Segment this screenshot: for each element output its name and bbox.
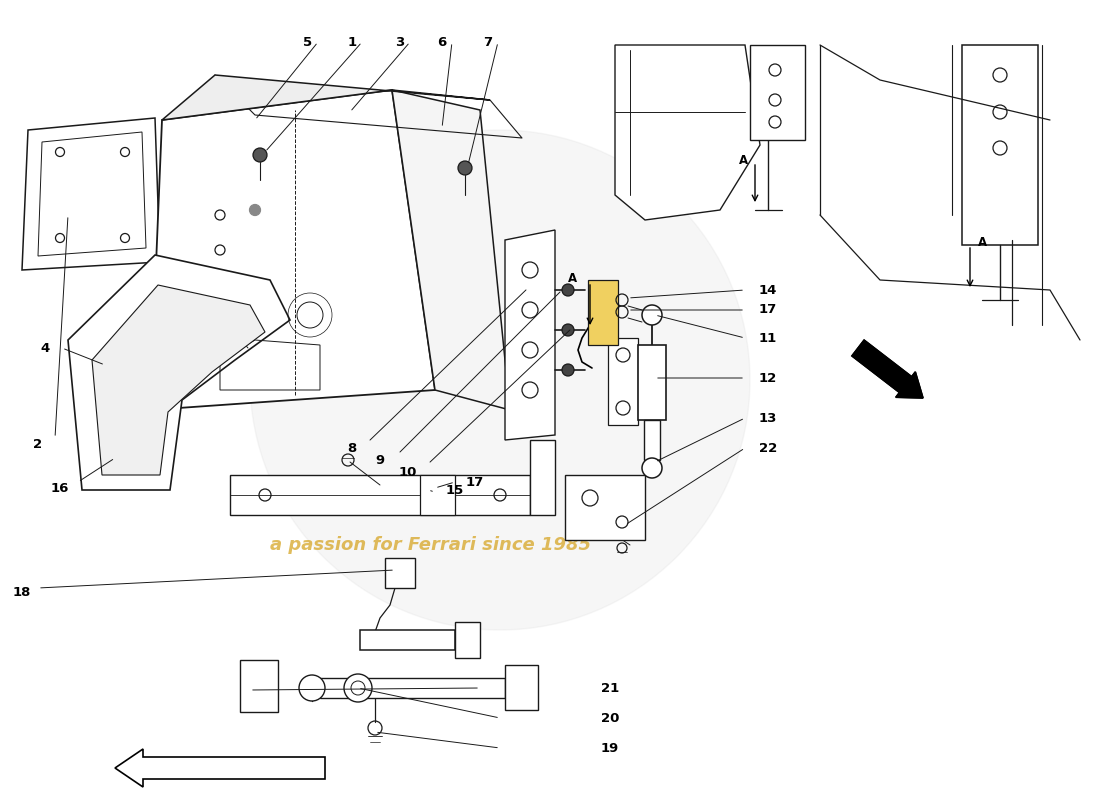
Polygon shape [615, 45, 760, 220]
Text: A: A [739, 154, 748, 166]
Circle shape [299, 675, 324, 701]
Polygon shape [320, 678, 505, 698]
Circle shape [344, 674, 372, 702]
Text: 4: 4 [41, 342, 50, 354]
Polygon shape [230, 475, 530, 515]
Circle shape [562, 284, 574, 296]
Text: 1: 1 [348, 35, 356, 49]
Text: 8: 8 [348, 442, 356, 454]
Polygon shape [565, 475, 645, 540]
Text: 19: 19 [601, 742, 619, 754]
Polygon shape [240, 660, 278, 712]
Text: 6: 6 [438, 35, 447, 49]
Text: 13: 13 [759, 411, 778, 425]
FancyArrow shape [851, 340, 923, 398]
Text: 2: 2 [33, 438, 43, 451]
Circle shape [562, 364, 574, 376]
Polygon shape [392, 90, 510, 410]
Text: 14: 14 [759, 283, 778, 297]
Text: 20: 20 [601, 711, 619, 725]
Circle shape [642, 458, 662, 478]
Polygon shape [455, 622, 480, 658]
Text: 12: 12 [759, 371, 777, 385]
Text: 17: 17 [466, 475, 484, 489]
Text: 17: 17 [759, 303, 777, 317]
Polygon shape [588, 280, 618, 345]
Polygon shape [360, 630, 455, 650]
Circle shape [642, 305, 662, 325]
Polygon shape [638, 345, 666, 420]
Polygon shape [162, 75, 490, 120]
Text: A: A [568, 271, 576, 285]
Polygon shape [150, 90, 435, 410]
Polygon shape [530, 440, 556, 515]
Text: 16: 16 [51, 482, 69, 494]
Text: 22: 22 [759, 442, 777, 454]
Text: 11: 11 [759, 331, 777, 345]
Text: 10: 10 [399, 466, 417, 478]
Polygon shape [608, 338, 638, 425]
Polygon shape [962, 45, 1038, 245]
Text: 18: 18 [13, 586, 31, 598]
Text: 7: 7 [483, 35, 493, 49]
Polygon shape [505, 665, 538, 710]
FancyArrow shape [116, 749, 324, 787]
Text: 21: 21 [601, 682, 619, 694]
FancyArrow shape [851, 340, 923, 398]
Polygon shape [505, 230, 556, 440]
Text: A: A [978, 235, 987, 249]
Circle shape [253, 148, 267, 162]
Polygon shape [750, 45, 805, 140]
Circle shape [458, 161, 472, 175]
Text: 3: 3 [395, 35, 405, 49]
Polygon shape [420, 475, 455, 515]
Polygon shape [385, 558, 415, 588]
Circle shape [562, 324, 574, 336]
Polygon shape [68, 255, 290, 490]
Polygon shape [22, 118, 159, 270]
Text: a passion for Ferrari since 1985: a passion for Ferrari since 1985 [270, 536, 591, 554]
Text: 5: 5 [304, 35, 312, 49]
Circle shape [250, 205, 261, 215]
Text: 9: 9 [375, 454, 385, 466]
Polygon shape [644, 420, 660, 460]
Polygon shape [92, 285, 265, 475]
Circle shape [250, 130, 750, 630]
Text: 15: 15 [446, 483, 464, 497]
